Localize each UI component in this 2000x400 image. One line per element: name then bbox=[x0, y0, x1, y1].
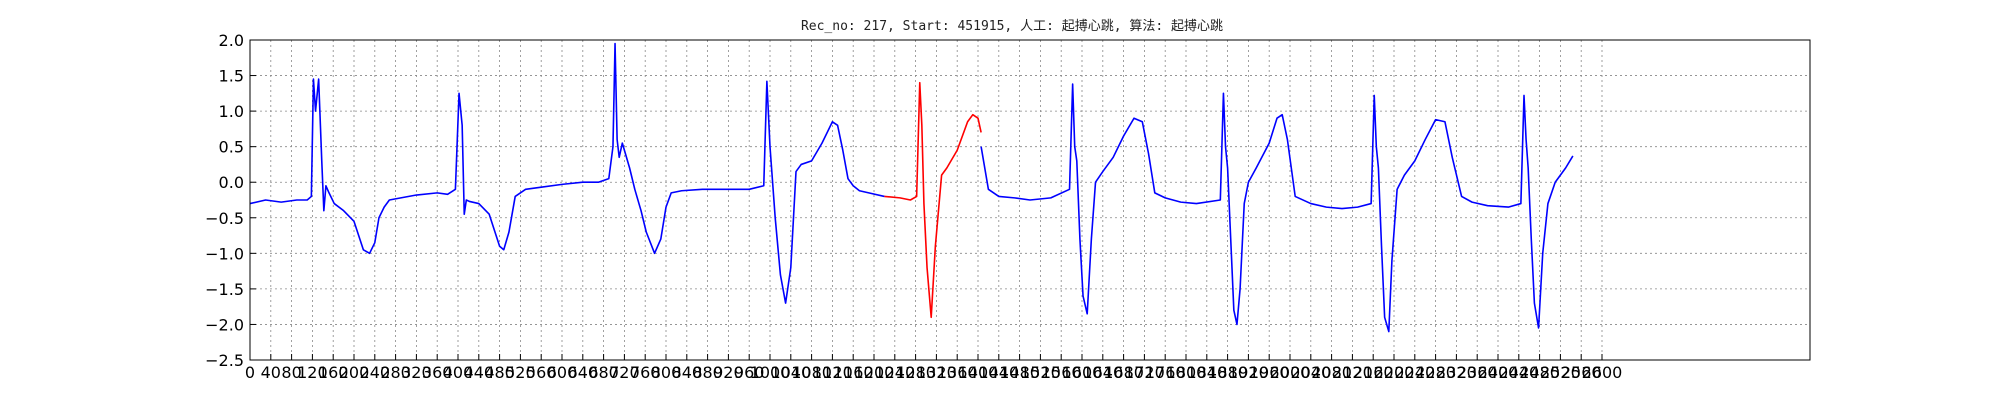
x-tick-label: 1480 bbox=[999, 363, 1040, 382]
x-tick-label: 2520 bbox=[1540, 363, 1581, 382]
x-tick-label: 2000 bbox=[1270, 363, 1311, 382]
x-tick-label: 320 bbox=[401, 363, 432, 382]
x-tick-label: 840 bbox=[672, 363, 703, 382]
x-tick-label: 1400 bbox=[958, 363, 999, 382]
x-tick-label: 720 bbox=[609, 363, 640, 382]
grid bbox=[249, 39, 1810, 361]
x-tick-label: 2360 bbox=[1457, 363, 1498, 382]
x-tick-label: 1720 bbox=[1124, 363, 1165, 382]
x-axis: 0 40 8012016020024028032036040044048052056… bbox=[245, 354, 1622, 382]
x-tick-label: 560 bbox=[526, 363, 557, 382]
x-tick-label: 1880 bbox=[1207, 363, 1248, 382]
y-tick-label: −2.5 bbox=[205, 351, 244, 370]
x-tick-label: 1360 bbox=[937, 363, 978, 382]
x-tick-label: 2400 bbox=[1478, 363, 1519, 382]
y-tick-label: −1.0 bbox=[205, 244, 244, 263]
x-tick-label: 360 bbox=[422, 363, 453, 382]
y-tick-label: −2.0 bbox=[205, 315, 244, 334]
x-tick-label: 1120 bbox=[812, 363, 853, 382]
x-tick-label: 1600 bbox=[1062, 363, 1103, 382]
x-tick-label: 480 bbox=[484, 363, 515, 382]
chart-title: Rec_no: 217, Start: 451915, 人工: 起搏心跳, 算法… bbox=[801, 18, 1223, 34]
x-tick-label: 2280 bbox=[1415, 363, 1456, 382]
x-tick-label: 1840 bbox=[1186, 363, 1227, 382]
x-tick-label: 1000 bbox=[750, 363, 791, 382]
x-tick-label: 960 bbox=[734, 363, 765, 382]
y-tick-label: 1.0 bbox=[219, 102, 244, 121]
x-tick-label: 1040 bbox=[770, 363, 811, 382]
x-tick-label: 2200 bbox=[1374, 363, 1415, 382]
x-tick-label: 1080 bbox=[791, 363, 832, 382]
x-tick-label: 1160 bbox=[833, 363, 874, 382]
y-tick-label: −1.5 bbox=[205, 280, 244, 299]
x-tick-label: 2160 bbox=[1353, 363, 1394, 382]
x-tick-label: 760 bbox=[630, 363, 661, 382]
x-tick-label: 440 bbox=[464, 363, 495, 382]
x-tick-label: 1440 bbox=[978, 363, 1019, 382]
x-tick-label: 1280 bbox=[895, 363, 936, 382]
y-tick-label: 2.0 bbox=[219, 31, 244, 50]
x-tick-label: 640 bbox=[568, 363, 599, 382]
plot-frame bbox=[249, 39, 1811, 361]
y-tick-label: 0.5 bbox=[219, 138, 244, 157]
ecg-series-1 bbox=[249, 42, 885, 304]
x-tick-label: 80 bbox=[281, 363, 301, 382]
x-tick-label: 2240 bbox=[1394, 363, 1435, 382]
y-tick-label: 1.5 bbox=[219, 67, 244, 86]
x-tick-label: 40 bbox=[261, 363, 281, 382]
x-tick-label: 280 bbox=[380, 363, 411, 382]
y-tick-label: −0.5 bbox=[205, 209, 244, 228]
x-tick-label: 0 bbox=[245, 363, 255, 382]
x-tick-label: 2080 bbox=[1311, 363, 1352, 382]
x-tick-label: 1960 bbox=[1249, 363, 1290, 382]
x-tick-label: 1520 bbox=[1020, 363, 1061, 382]
x-tick-label: 400 bbox=[443, 363, 474, 382]
x-tick-label: 920 bbox=[713, 363, 744, 382]
x-tick-label: 880 bbox=[692, 363, 723, 382]
x-tick-label: 160 bbox=[318, 363, 349, 382]
x-tick-label: 1320 bbox=[916, 363, 957, 382]
x-tick-label: 520 bbox=[505, 363, 536, 382]
x-tick-label: 1560 bbox=[1041, 363, 1082, 382]
x-tick-label: 2440 bbox=[1498, 363, 1539, 382]
x-tick-label: 600 bbox=[547, 363, 578, 382]
series-group bbox=[249, 42, 1574, 333]
x-tick-label: 680 bbox=[588, 363, 619, 382]
x-tick-label: 240 bbox=[360, 363, 391, 382]
ecg-series-2 bbox=[884, 81, 982, 319]
x-tick-label: 800 bbox=[651, 363, 682, 382]
ecg-series-3 bbox=[980, 83, 1574, 333]
x-tick-label: 1240 bbox=[874, 363, 915, 382]
x-tick-label: 1680 bbox=[1103, 363, 1144, 382]
x-tick-label: 1920 bbox=[1228, 363, 1269, 382]
x-tick-label: 2480 bbox=[1519, 363, 1560, 382]
y-tick-label: 0.0 bbox=[219, 173, 244, 192]
x-tick-label: 1640 bbox=[1082, 363, 1123, 382]
x-tick-label: 2040 bbox=[1290, 363, 1331, 382]
x-tick-label: 120 bbox=[297, 363, 328, 382]
x-tick-label: 2560 bbox=[1561, 363, 1602, 382]
x-tick-label: 2120 bbox=[1332, 363, 1373, 382]
y-axis: 2.0 1.5 1.0 0.5 0.0 −0.5 −1.0 −1.5 −2.0 −2.5 bbox=[205, 31, 256, 370]
x-tick-label: 1760 bbox=[1145, 363, 1186, 382]
x-tick-label: 200 bbox=[339, 363, 370, 382]
x-tick-label: 2600 bbox=[1582, 363, 1623, 382]
x-tick-label: 2320 bbox=[1436, 363, 1477, 382]
x-tick-label: 1800 bbox=[1166, 363, 1207, 382]
x-tick-label: 1200 bbox=[854, 363, 895, 382]
